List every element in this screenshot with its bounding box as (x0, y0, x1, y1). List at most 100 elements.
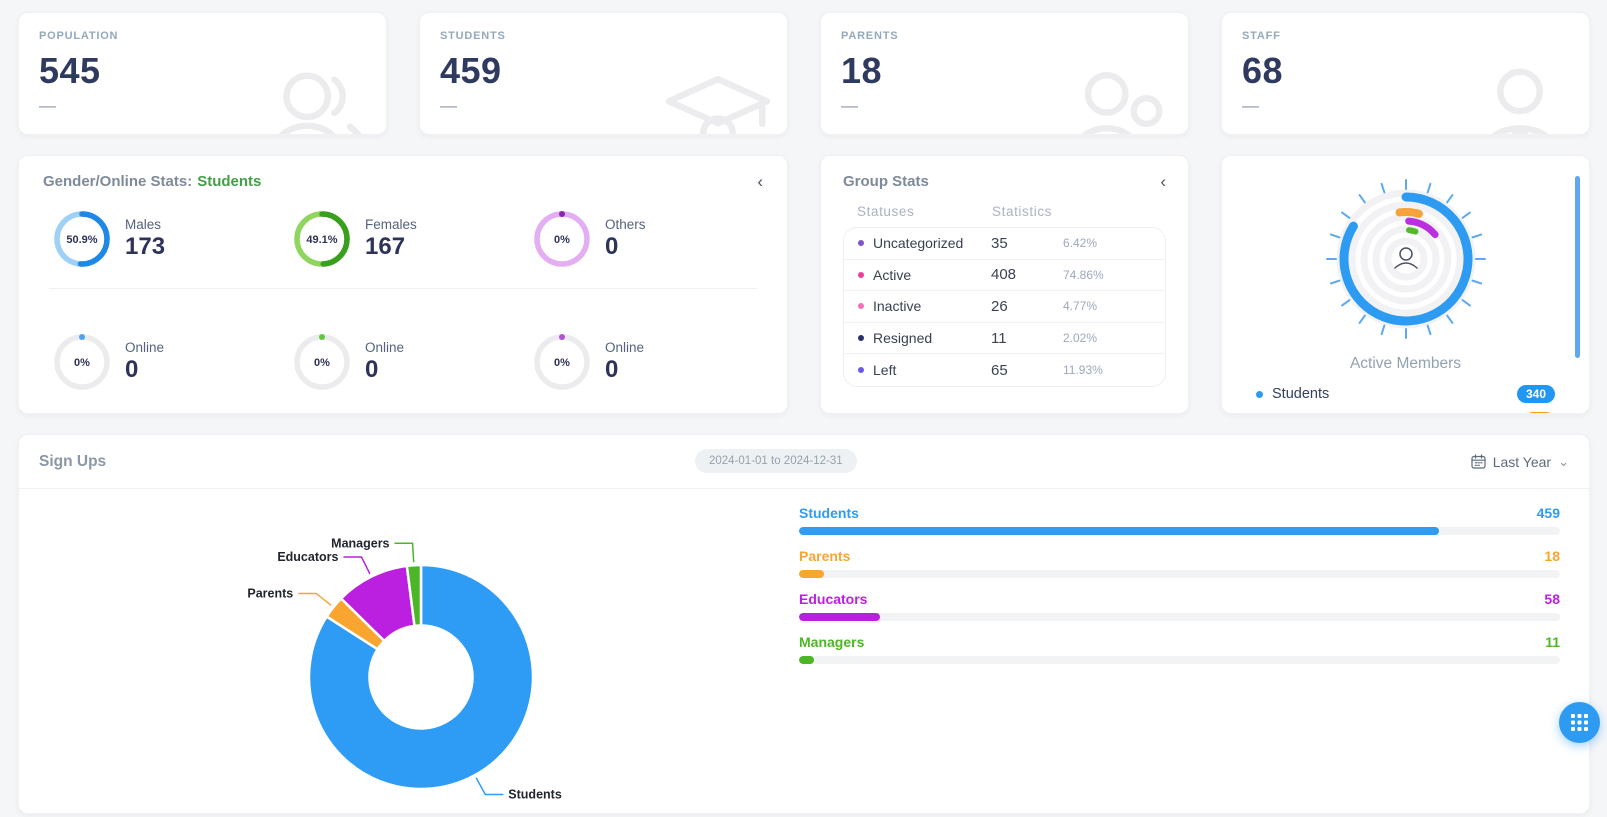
apps-grid-fab-button[interactable] (1559, 702, 1600, 743)
parents-arc (1394, 208, 1423, 218)
legend-count-badge: 340 (1516, 385, 1555, 403)
stat-card-parents: PARENTS 18 — (820, 12, 1189, 135)
status-percent: 6.42% (1063, 236, 1098, 251)
date-range-selector[interactable]: Last Year (1471, 454, 1569, 470)
status-percent: 2.02% (1063, 331, 1098, 346)
sign-ups-header: Sign Ups 2024-01-01 to 2024-12-31 Last Y… (19, 435, 1589, 489)
online-label: Online (365, 340, 405, 355)
students-arc (1339, 192, 1472, 326)
bar-value: 11 (1545, 634, 1560, 650)
gender-stat-label: Others (605, 217, 646, 232)
bar-label: Educators (799, 591, 868, 607)
status-percent: 4.77% (1063, 299, 1098, 314)
group-stats-row: Left 65 11.93% (844, 354, 1165, 386)
stat-value: 18 (841, 50, 883, 91)
bar-label: Managers (799, 634, 865, 650)
grid-icon (1571, 714, 1588, 731)
staff-icon (1491, 68, 1549, 134)
donut-label: Parents (247, 586, 293, 600)
status-name: Inactive (858, 298, 991, 314)
stat-trend: — (841, 96, 858, 115)
legend-row: Parents 12 (1256, 412, 1555, 413)
gender-online-stats-card: Gender/Online Stats: Students 50.9% Male… (18, 155, 788, 414)
online-label: Online (125, 340, 165, 355)
stat-card-population: POPULATION 545 — (18, 12, 387, 135)
stat-label: STUDENTS (440, 30, 506, 42)
active-members-card: Active Members Students 340 Parents 12 (1221, 155, 1590, 414)
stat-label: STAFF (1242, 30, 1281, 42)
bar-fill (799, 656, 815, 664)
stat-value: 459 (440, 50, 502, 91)
legend-label: Students (1256, 386, 1329, 402)
status-name: Left (858, 362, 991, 378)
gender-stat-label: Females (365, 217, 417, 232)
bar-fill (799, 613, 880, 621)
card-scrollbar[interactable] (1575, 176, 1580, 358)
svg-text:0%: 0% (74, 357, 90, 369)
column-header-statistics: Statistics (992, 204, 1053, 219)
legend-dot (1256, 390, 1263, 398)
group-stats-row: Uncategorized 35 6.42% (844, 228, 1165, 260)
status-percent: 74.86% (1063, 267, 1104, 282)
bar-track (799, 527, 1560, 535)
gender-stat-females: 49.1% Females 167 (293, 210, 533, 268)
status-name: Resigned (858, 330, 991, 346)
online-value: 0 (365, 356, 379, 383)
bar-row-students: Students 459 (799, 505, 1560, 535)
stat-label: POPULATION (39, 30, 119, 42)
svg-text:0%: 0% (554, 357, 570, 369)
chevron-left-icon[interactable] (757, 173, 763, 190)
bar-row-managers: Managers 11 (799, 634, 1560, 664)
bar-fill (799, 570, 825, 578)
group-stats-table: Uncategorized 35 6.42% Active 408 74.86%… (843, 227, 1166, 387)
donut-label: Managers (331, 536, 389, 550)
gender-stat-label: Males (125, 217, 162, 232)
chevron-left-icon[interactable] (1160, 173, 1166, 190)
status-dot (858, 335, 864, 342)
online-stat-others: 0% Online 0 (533, 333, 773, 391)
gender-stat-value: 167 (365, 233, 406, 260)
sign-ups-donut-chart: Students Parents Educators Managers (19, 489, 799, 813)
active-members-title: Active Members (1349, 355, 1462, 372)
divider (49, 288, 757, 289)
stat-trend: — (39, 96, 56, 115)
status-percent: 11.93% (1063, 363, 1103, 378)
status-dot (858, 240, 864, 247)
svg-text:50.9%: 50.9% (66, 234, 97, 246)
sign-ups-title: Sign Ups (39, 452, 107, 470)
bar-track (799, 613, 1560, 621)
online-label: Online (605, 340, 645, 355)
status-dot (858, 271, 864, 278)
stat-card-students: STUDENTS 459 — (419, 12, 788, 135)
gender-stat-males: 50.9% Males 173 (53, 210, 293, 268)
online-value: 0 (605, 356, 619, 383)
managers-arc (1405, 227, 1418, 235)
donut-label: Educators (277, 550, 338, 564)
others-ring-chart: 0% (533, 210, 591, 268)
online-stat-females: 0% Online 0 (293, 333, 533, 391)
sign-ups-bars: Students 459 Parents 18 (799, 489, 1589, 813)
date-range-chip: 2024-01-01 to 2024-12-31 (695, 449, 857, 473)
chevron-down-icon (1558, 455, 1569, 468)
donut-label: Students (508, 788, 562, 802)
gender-stat-others: 0% Others 0 (533, 210, 773, 268)
status-count: 26 (991, 297, 1008, 315)
online-stat-males: 0% Online 0 (53, 333, 293, 391)
column-header-statuses: Statuses (857, 204, 915, 219)
females-online-ring-chart: 0% (293, 333, 351, 391)
status-count: 65 (991, 361, 1008, 379)
svg-text:0%: 0% (314, 357, 330, 369)
member-icon (1393, 247, 1418, 269)
males-ring-chart: 50.9% (53, 210, 111, 268)
group-stats-row: Inactive 26 4.77% (844, 291, 1165, 323)
males-online-ring-chart: 0% (53, 333, 111, 391)
bar-row-parents: Parents 18 (799, 548, 1560, 578)
stat-trend: — (440, 96, 457, 115)
females-ring-chart: 49.1% (293, 210, 351, 268)
stat-trend: — (1242, 96, 1259, 115)
legend-row: Students 340 (1256, 385, 1555, 403)
stat-label: PARENTS (841, 30, 899, 42)
bar-label: Parents (799, 548, 851, 564)
status-name: Uncategorized (858, 235, 991, 251)
graduate-icon (665, 75, 771, 134)
